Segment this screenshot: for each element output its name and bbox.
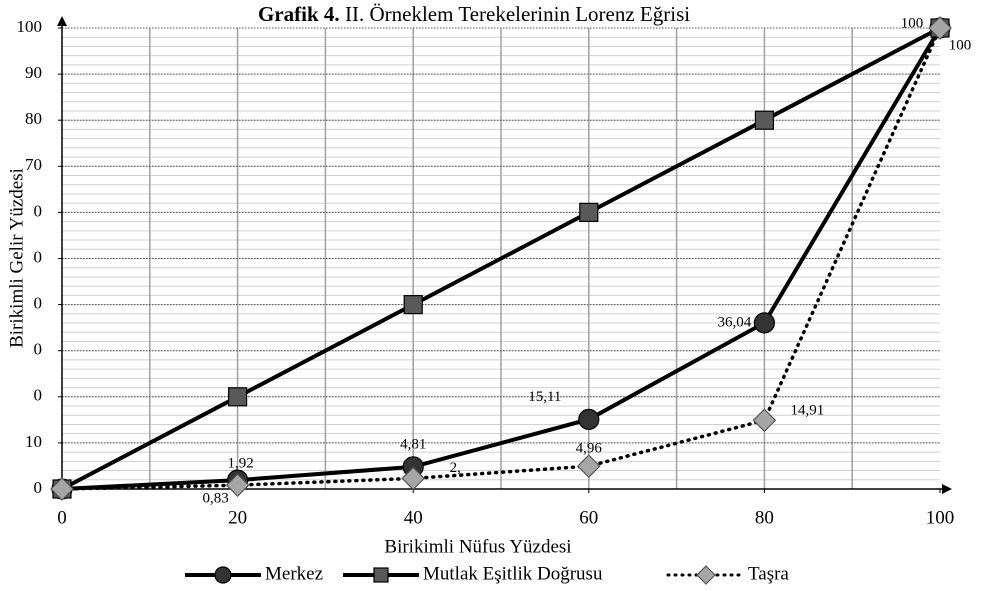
y-tick-label: 90	[25, 63, 42, 82]
point-marker	[403, 295, 423, 315]
series-line	[61, 26, 942, 491]
data-label: 0,83	[202, 491, 228, 507]
legend-marker	[214, 566, 232, 584]
series-line	[60, 26, 942, 491]
legend-label: Taşra	[748, 563, 789, 584]
point-marker	[752, 408, 777, 433]
series-line	[61, 26, 941, 491]
chart-title: II. Örneklem Terekelerinin Lorenz Eğrisi	[345, 2, 690, 26]
x-tick-label: 0	[57, 507, 67, 528]
point-marker	[576, 454, 601, 478]
data-label: 100	[901, 15, 924, 31]
y-tick-label: 80	[25, 109, 42, 128]
data-label: 2,	[450, 460, 461, 476]
legend-marker	[696, 565, 716, 585]
point-marker	[928, 16, 952, 40]
legend-label: Merkez	[265, 563, 323, 584]
legend-marker	[373, 567, 389, 583]
y-tick-label: 0	[34, 386, 43, 405]
point-marker	[754, 110, 775, 130]
data-label: 36,04	[718, 314, 752, 330]
point-marker	[753, 312, 776, 334]
y-tick-label: 10	[25, 432, 42, 451]
data-label: 15,11	[528, 389, 561, 405]
x-tick-label: 20	[228, 507, 247, 528]
point-marker	[401, 466, 426, 491]
y-tick-label: 100	[17, 17, 43, 36]
y-axis-label: Birikimli Gelir Yüzdesi	[6, 168, 27, 348]
legend-label: Mutlak Eşitlik Doğrusu	[423, 563, 603, 584]
data-label: 14,91	[791, 403, 825, 419]
point-marker	[225, 473, 250, 498]
x-tick-label: 100	[926, 507, 955, 528]
y-tick-label: 70	[25, 155, 42, 174]
data-label: 1,92	[227, 456, 253, 472]
y-tick-label: 0	[34, 247, 43, 266]
y-tick-label: 0	[34, 478, 43, 497]
y-tick-label: 0	[34, 294, 43, 313]
data-label: 4,81	[400, 436, 426, 452]
y-tick-label: 0	[34, 201, 43, 220]
point-marker	[579, 202, 599, 222]
point-marker	[578, 408, 600, 430]
x-tick-label: 60	[579, 507, 598, 528]
data-label: 4,96	[576, 441, 603, 457]
x-axis-label: Birikimli Nüfus Yüzdesi	[384, 536, 571, 557]
y-tick-label: 0	[34, 340, 43, 359]
x-tick-label: 80	[755, 507, 774, 528]
point-marker	[228, 387, 248, 407]
x-axis-arrow	[942, 484, 952, 494]
data-label: 100	[949, 37, 972, 53]
x-tick-label: 40	[404, 507, 423, 528]
point-marker	[50, 477, 74, 501]
chart-title-label: Grafik 4.	[258, 2, 340, 26]
y-axis-arrow	[57, 16, 67, 26]
